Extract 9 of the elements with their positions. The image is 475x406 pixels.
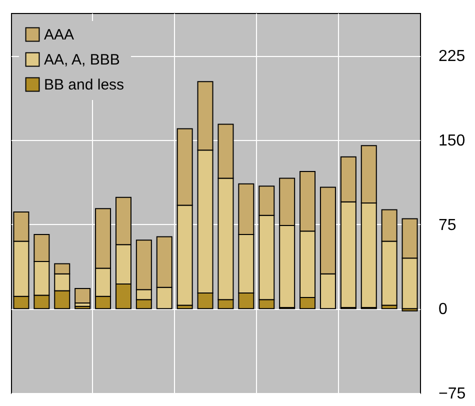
y-tick-label: −75 xyxy=(438,386,466,402)
legend-label: AA, A, BBB xyxy=(44,52,120,68)
y-tick-label: 225 xyxy=(438,48,466,66)
bar xyxy=(74,288,91,304)
legend-label: BB and less xyxy=(44,76,124,94)
y-tick-label: 150 xyxy=(438,132,466,150)
y-tick-label: 0 xyxy=(438,301,448,318)
legend-label: AAA xyxy=(44,26,74,44)
y-tick-label: 75 xyxy=(438,216,456,234)
